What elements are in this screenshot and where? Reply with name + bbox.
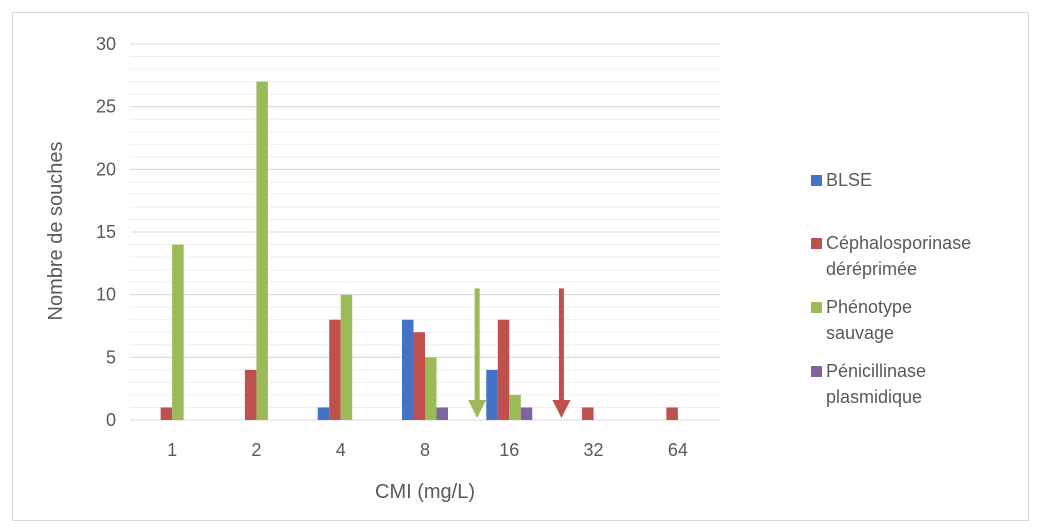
legend-swatch bbox=[811, 175, 822, 186]
y-tick-label: 0 bbox=[106, 410, 116, 430]
bar bbox=[520, 407, 533, 420]
x-tick-label: 64 bbox=[668, 440, 688, 460]
annotation-arrow bbox=[468, 288, 487, 418]
annotation-arrows bbox=[468, 288, 571, 418]
x-tick-label: 2 bbox=[251, 440, 261, 460]
bar bbox=[497, 319, 510, 420]
x-tick-label: 32 bbox=[584, 440, 604, 460]
x-tick-label: 16 bbox=[499, 440, 519, 460]
x-axis-ticks: 1 2 4 8 16 32 64 bbox=[167, 440, 688, 460]
legend-label: BLSE bbox=[826, 170, 872, 190]
bar bbox=[256, 81, 268, 420]
bar bbox=[425, 357, 437, 420]
bars bbox=[160, 81, 678, 420]
bar bbox=[509, 394, 521, 420]
y-tick-label: 15 bbox=[96, 222, 116, 242]
legend-label: plasmidique bbox=[826, 387, 922, 407]
x-tick-label: 4 bbox=[336, 440, 346, 460]
legend-label: déréprimée bbox=[826, 259, 917, 279]
x-tick-label: 8 bbox=[420, 440, 430, 460]
legend-item: BLSE bbox=[811, 170, 872, 190]
grid-lines bbox=[130, 43, 720, 421]
bar bbox=[582, 407, 594, 420]
legend-swatch bbox=[811, 238, 822, 249]
bar bbox=[666, 407, 678, 420]
legend-label: sauvage bbox=[826, 323, 894, 343]
bar bbox=[436, 407, 448, 420]
legend-swatch bbox=[811, 366, 822, 377]
bar bbox=[317, 407, 330, 420]
y-axis-title: Nombre de souches bbox=[45, 142, 67, 321]
bar bbox=[340, 294, 353, 420]
bar bbox=[329, 319, 341, 420]
x-tick-label: 1 bbox=[167, 440, 177, 460]
bar bbox=[486, 369, 498, 420]
bar bbox=[172, 244, 184, 420]
annotation-arrow bbox=[552, 288, 571, 418]
legend-item: Phénotype sauvage bbox=[811, 297, 912, 343]
bar bbox=[160, 407, 173, 420]
legend-label: Céphalosporinase bbox=[826, 233, 971, 253]
bar bbox=[244, 369, 257, 420]
legend-swatch bbox=[811, 302, 822, 313]
x-axis-title: CMI (mg/L) bbox=[375, 481, 475, 503]
legend-label: Phénotype bbox=[826, 297, 912, 317]
y-tick-label: 20 bbox=[96, 159, 116, 179]
y-axis-ticks: 0 5 10 15 20 25 30 bbox=[96, 34, 116, 430]
bar bbox=[402, 319, 414, 420]
bar bbox=[413, 332, 425, 420]
legend: BLSE Céphalosporinase déréprimée Phénotype s… bbox=[811, 170, 971, 407]
legend-item: Céphalosporinase déréprimée bbox=[811, 233, 971, 279]
y-tick-label: 25 bbox=[96, 97, 116, 117]
chart-frame bbox=[12, 12, 1029, 521]
legend-label: Pénicillinase bbox=[826, 361, 926, 381]
y-tick-label: 30 bbox=[96, 34, 116, 54]
y-tick-label: 5 bbox=[106, 347, 116, 367]
y-tick-label: 10 bbox=[96, 285, 116, 305]
legend-item: Pénicillinase plasmidique bbox=[811, 361, 926, 407]
